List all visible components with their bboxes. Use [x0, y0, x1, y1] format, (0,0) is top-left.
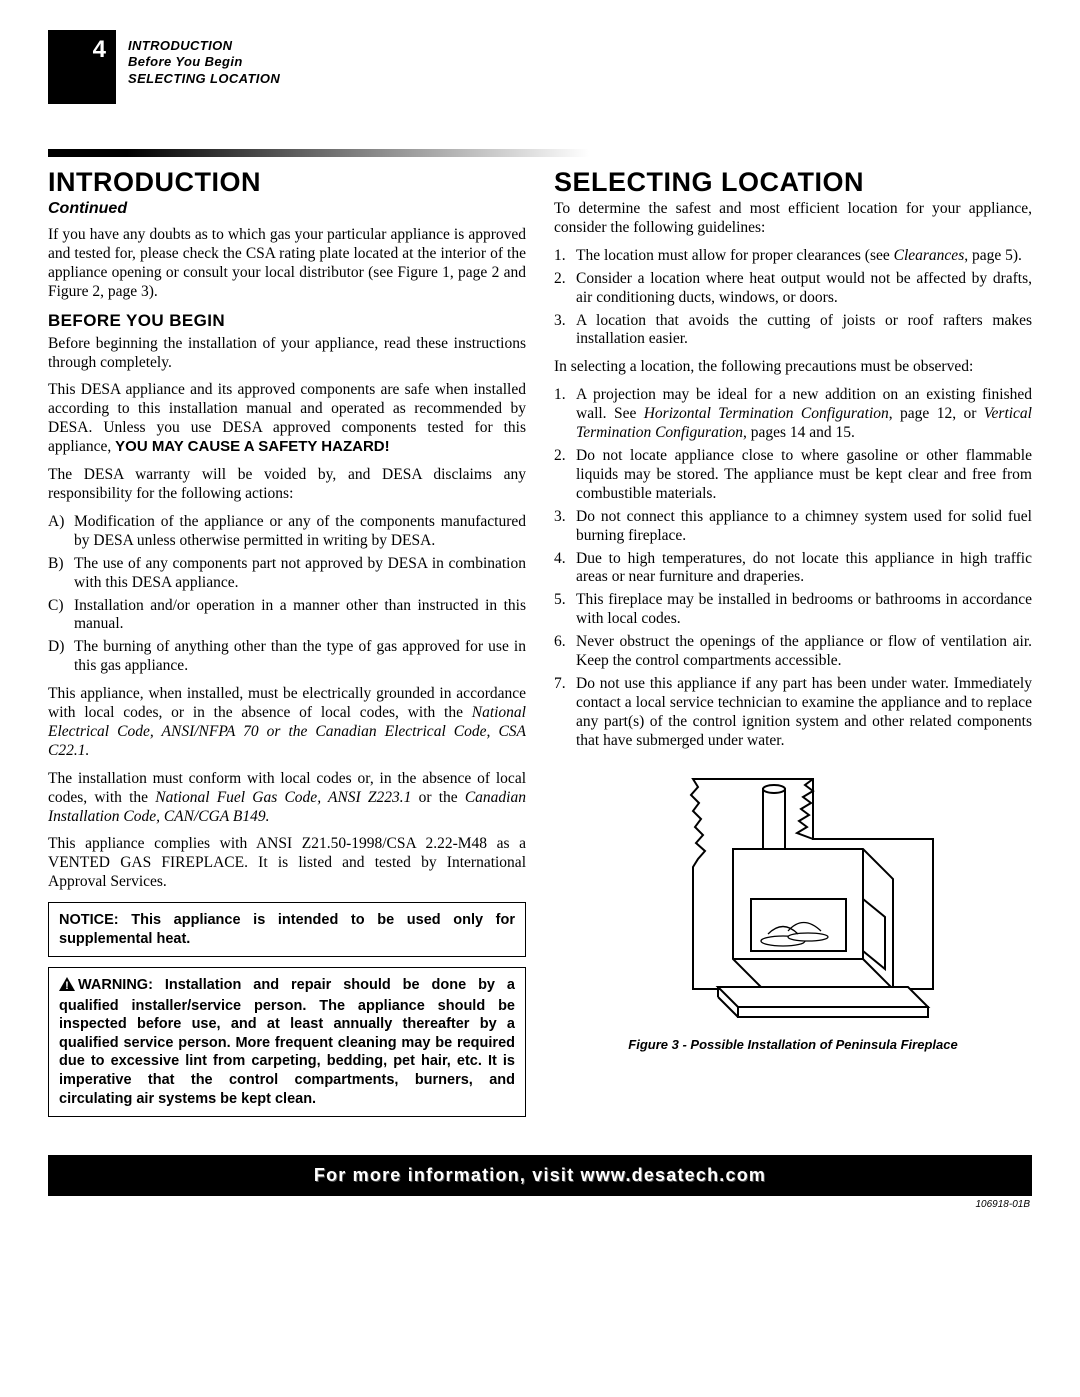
content-columns: INTRODUCTION Continued If you have any d…	[48, 167, 1032, 1127]
p5c: or the	[411, 789, 464, 806]
list-text: The burning of anything other than the t…	[74, 638, 526, 676]
list-text: The use of any components part not appro…	[74, 555, 526, 593]
list-marker: D)	[48, 638, 74, 676]
list-marker: 7.	[554, 675, 576, 751]
before-you-begin-heading: BEFORE YOU BEGIN	[48, 311, 526, 331]
right-column: SELECTING LOCATION To determine the safe…	[554, 167, 1032, 1127]
list-text: Do not connect this appliance to a chimn…	[576, 508, 1032, 546]
list-item: 7.Do not use this appliance if any part …	[554, 675, 1032, 751]
list-item: 3.Do not connect this appliance to a chi…	[554, 508, 1032, 546]
list-item: C)Installation and/or operation in a man…	[48, 597, 526, 635]
byb-p5: The installation must conform with local…	[48, 770, 526, 827]
byb-p4: This appliance, when installed, must be …	[48, 685, 526, 761]
list-item: A)Modification of the appliance or any o…	[48, 513, 526, 551]
list-marker: 6.	[554, 633, 576, 671]
list-text: Installation and/or operation in a manne…	[74, 597, 526, 635]
list-item: 1.The location must allow for proper cle…	[554, 247, 1032, 266]
byb-p1: Before beginning the installation of you…	[48, 335, 526, 373]
figure-3: Figure 3 - Possible Installation of Peni…	[554, 769, 1032, 1052]
list-text: Do not locate appliance close to where g…	[576, 447, 1032, 504]
sl-p1: To determine the safest and most efficie…	[554, 200, 1032, 238]
p5b: National Fuel Gas Code, ANSI Z223.1	[155, 789, 411, 806]
list-item: 5.This fireplace may be installed in bed…	[554, 591, 1032, 629]
page-header: 4 INTRODUCTION Before You Begin SELECTIN…	[48, 30, 1032, 104]
header-line-2: Before You Begin	[128, 54, 280, 70]
intro-heading: INTRODUCTION	[48, 167, 526, 198]
list-text: The location must allow for proper clear…	[576, 247, 1032, 266]
header-line-3: SELECTING LOCATION	[128, 71, 280, 87]
list-item: B)The use of any components part not app…	[48, 555, 526, 593]
list-item: D)The burning of anything other than the…	[48, 638, 526, 676]
page-number-box: 4	[48, 30, 116, 104]
list-marker: B)	[48, 555, 74, 593]
list-text: A location that avoids the cutting of jo…	[576, 312, 1032, 350]
list-marker: 1.	[554, 386, 576, 443]
svg-text:!: !	[65, 980, 69, 991]
list-item: 1.A projection may be ideal for a new ad…	[554, 386, 1032, 443]
left-column: INTRODUCTION Continued If you have any d…	[48, 167, 526, 1127]
list-marker: 4.	[554, 550, 576, 588]
warning-text: WARNING: Installation and repair should …	[59, 977, 515, 1106]
byb-p6: This appliance complies with ANSI Z21.50…	[48, 835, 526, 892]
alpha-list: A)Modification of the appliance or any o…	[48, 513, 526, 676]
list-marker: C)	[48, 597, 74, 635]
list-marker: 2.	[554, 270, 576, 308]
header-titles: INTRODUCTION Before You Begin SELECTING …	[116, 30, 280, 104]
list-item: 6.Never obstruct the openings of the app…	[554, 633, 1032, 671]
byb-p2: This DESA appliance and its approved com…	[48, 381, 526, 457]
precautions-list: 1.A projection may be ideal for a new ad…	[554, 386, 1032, 750]
continued-label: Continued	[48, 200, 526, 218]
footer-text: For more information, visit www.desatech…	[314, 1165, 766, 1185]
list-text: A projection may be ideal for a new addi…	[576, 386, 1032, 443]
list-marker: 3.	[554, 312, 576, 350]
page-number: 4	[93, 36, 106, 64]
list-item: 4.Due to high temperatures, do not locat…	[554, 550, 1032, 588]
list-text: Modification of the appliance or any of …	[74, 513, 526, 551]
notice-text: NOTICE: This appliance is intended to be…	[59, 912, 515, 947]
notice-box: NOTICE: This appliance is intended to be…	[48, 902, 526, 957]
figure-caption: Figure 3 - Possible Installation of Peni…	[554, 1037, 1032, 1052]
list-item: 3.A location that avoids the cutting of …	[554, 312, 1032, 350]
list-marker: 1.	[554, 247, 576, 266]
intro-p1: If you have any doubts as to which gas y…	[48, 226, 526, 302]
guidelines-list: 1.The location must allow for proper cle…	[554, 247, 1032, 350]
selecting-location-heading: SELECTING LOCATION	[554, 167, 1032, 198]
list-marker: 5.	[554, 591, 576, 629]
footer-bar: For more information, visit www.desatech…	[48, 1155, 1032, 1196]
gradient-divider	[48, 149, 1032, 157]
list-text: Due to high temperatures, do not locate …	[576, 550, 1032, 588]
list-text: This fireplace may be installed in bedro…	[576, 591, 1032, 629]
list-marker: A)	[48, 513, 74, 551]
warning-box: ! WARNING: Installation and repair shoul…	[48, 967, 526, 1117]
list-text: Consider a location where heat output wo…	[576, 270, 1032, 308]
byb-p3: The DESA warranty will be voided by, and…	[48, 466, 526, 504]
fireplace-illustration	[633, 769, 953, 1029]
sl-p2: In selecting a location, the following p…	[554, 358, 1032, 377]
list-item: 2.Do not locate appliance close to where…	[554, 447, 1032, 504]
byb-p2b: YOU MAY CAUSE A SAFETY HAZARD!	[115, 438, 389, 455]
header-line-1: INTRODUCTION	[128, 38, 280, 54]
list-text: Never obstruct the openings of the appli…	[576, 633, 1032, 671]
list-marker: 2.	[554, 447, 576, 504]
warning-icon: !	[59, 977, 75, 997]
list-text: Do not use this appliance if any part ha…	[576, 675, 1032, 751]
page: 4 INTRODUCTION Before You Begin SELECTIN…	[0, 0, 1080, 1230]
list-marker: 3.	[554, 508, 576, 546]
p4a: This appliance, when installed, must be …	[48, 685, 526, 721]
list-item: 2.Consider a location where heat output …	[554, 270, 1032, 308]
document-id: 106918-01B	[48, 1196, 1032, 1210]
